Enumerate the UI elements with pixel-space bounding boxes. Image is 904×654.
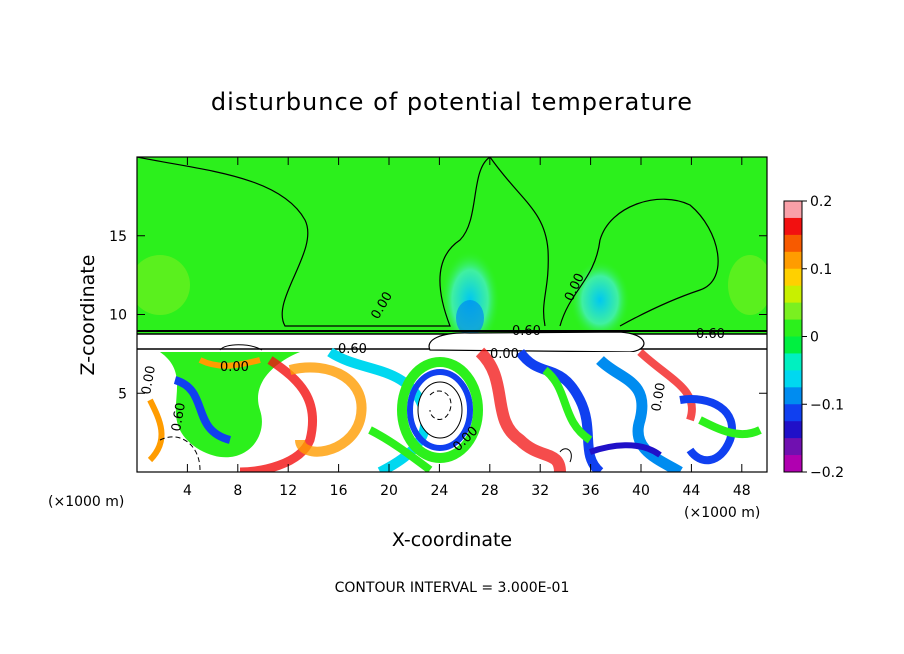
swirl-1	[160, 352, 300, 458]
colorbar-swatch	[784, 404, 802, 422]
solid-contour-1	[559, 448, 572, 463]
colorbar-swatch	[784, 336, 802, 354]
swirl-12	[698, 416, 762, 439]
contour-upper-3	[559, 198, 719, 327]
x-tick-label: 8	[233, 483, 242, 499]
plot-area	[137, 157, 767, 472]
interface-bump	[219, 344, 263, 351]
x-axis-label: X-coordinate	[392, 529, 512, 551]
x-tick-label: 44	[682, 483, 700, 499]
contour-label-7: 0.60	[696, 327, 725, 342]
contour-upper-1	[137, 157, 491, 327]
dashed-contour-2	[429, 390, 452, 420]
x-unit-left: (×1000 m)	[48, 494, 124, 510]
eddy-core	[417, 381, 463, 439]
swirl-2	[173, 376, 232, 444]
contour-label-3: 0.00	[220, 360, 249, 375]
colorbar-swatch	[784, 268, 802, 287]
chart-title: disturbunce of potential temperature	[211, 88, 693, 116]
colorbar: 0.2 0.1 0 −0.1 −0.2	[783, 194, 844, 481]
swirl-3	[239, 356, 318, 472]
swirl-16	[589, 442, 662, 458]
colorbar-swatch	[784, 251, 802, 270]
colorbar-swatch	[784, 302, 802, 321]
swirl-15	[198, 357, 261, 369]
contour-upper-2	[489, 157, 549, 327]
shade-left	[137, 255, 190, 315]
colorbar-swatch	[784, 353, 802, 371]
y-tick-label: 15	[109, 229, 127, 245]
contour-label-6: 0.60	[338, 342, 367, 357]
swirl-8	[542, 366, 593, 444]
y-tick-label: 5	[118, 386, 127, 402]
colorbar-swatch	[784, 387, 802, 405]
upper-blob-core-1	[456, 300, 484, 336]
swirl-7	[515, 348, 604, 472]
x-tick-label: 36	[582, 483, 600, 499]
x-unit-right: (×1000 m)	[684, 505, 760, 521]
colorbar-tick-label: 0	[810, 330, 819, 346]
interface-bubble	[428, 331, 645, 353]
colorbar-swatch	[784, 455, 802, 473]
swirl-4	[288, 362, 367, 457]
x-tick-label: 20	[380, 483, 398, 499]
x-tick-label: 48	[733, 483, 751, 499]
eddy-ring-1	[397, 357, 483, 463]
colorbar-tick-label: −0.2	[810, 465, 844, 481]
x-tick-label: 16	[330, 483, 348, 499]
x-tick-label: 24	[430, 483, 448, 499]
contour-label-4: 0.00	[490, 347, 519, 362]
colorbar-swatch	[784, 421, 802, 439]
contour-interval-note: CONTOUR INTERVAL = 3.000E-01	[335, 580, 570, 596]
contour-label-5: 0.00	[649, 382, 669, 413]
swirl-13	[147, 398, 165, 463]
x-axis: 4 8 12 16 20 24 28 32 36 40 44 48	[183, 157, 751, 499]
y-axis: 5 10 15	[109, 229, 767, 402]
colorbar-swatch	[784, 285, 802, 304]
swirl-14	[368, 426, 433, 472]
colorbar-swatch	[784, 438, 802, 456]
swirl-10	[637, 349, 696, 422]
shade-right	[728, 255, 767, 315]
colorbar-tick-label: 0.1	[810, 262, 832, 278]
contour-label-11: 0.60	[169, 402, 189, 433]
colorbar-swatch	[784, 201, 802, 219]
contour-label-8: 0.60	[512, 324, 541, 339]
colorbar-swatch	[784, 217, 802, 236]
colorbar-tick-label: 0.2	[810, 194, 832, 210]
upper-blob-2	[570, 260, 630, 340]
x-tick-label: 32	[531, 483, 549, 499]
colorbar-tick-label: −0.1	[810, 397, 844, 413]
colorbar-swatch	[784, 319, 802, 337]
eddy-ring-2	[407, 369, 473, 451]
x-tick-label: 4	[183, 483, 192, 499]
x-tick-label: 40	[632, 483, 650, 499]
swirl-11	[679, 395, 736, 465]
x-tick-label: 12	[279, 483, 297, 499]
colorbar-swatch	[784, 370, 802, 388]
y-axis-label: Z-coordinate	[77, 255, 99, 376]
y-tick-label: 10	[109, 308, 127, 324]
colorbar-swatch	[784, 234, 802, 253]
lower-field	[137, 347, 767, 472]
x-tick-label: 28	[481, 483, 499, 499]
swirl-6	[475, 347, 566, 472]
contour-label-10: 0.00	[139, 365, 159, 396]
swirl-9	[596, 355, 683, 472]
